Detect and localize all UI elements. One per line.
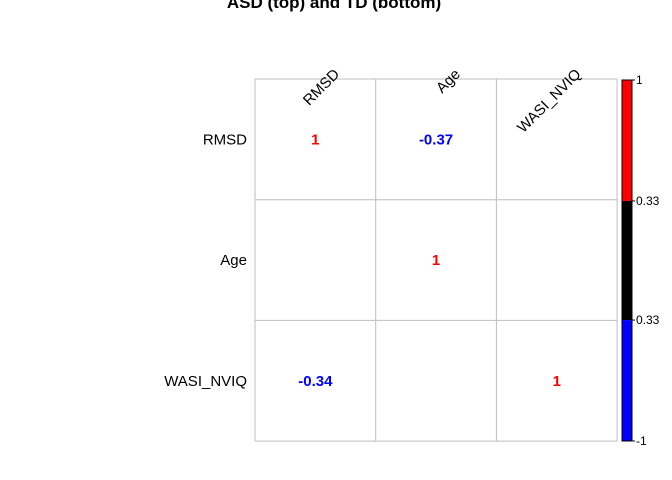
colorbar-segment (622, 80, 632, 201)
cell-value: 1 (432, 252, 440, 269)
column-label: RMSD (300, 66, 343, 109)
row-label: WASI_NVIQ (164, 373, 247, 390)
row-label: RMSD (203, 131, 247, 148)
column-label: WASI_NVIQ (514, 66, 585, 137)
matrix-cells: 1 -0.37 1 -0.34 1 (298, 131, 561, 389)
cell-value: -0.34 (298, 373, 333, 390)
colorbar-border (621, 79, 633, 442)
column-label: Age (433, 66, 464, 97)
column-labels: RMSD Age WASI_NVIQ (300, 66, 585, 137)
cell-value: 1 (553, 373, 561, 390)
colorbar-tick-label: 0.33 (636, 194, 660, 208)
chart-title: ASD (top) and TD (bottom) (227, 0, 441, 12)
colorbar-segment (622, 320, 632, 441)
row-label: Age (220, 252, 247, 269)
colorbar-tick-label: -1 (636, 434, 647, 448)
cell-value: 1 (311, 131, 319, 148)
matrix-grid (254, 78, 618, 442)
colorbar-segment (622, 200, 632, 321)
cell-value: -0.37 (419, 131, 453, 148)
color-legend: 1 0.33 0.33 -1 (621, 73, 660, 448)
row-labels: RMSD Age WASI_NVIQ (164, 131, 247, 389)
colorbar-tick-label: 0.33 (636, 313, 660, 327)
colorbar-tick-label: 1 (636, 73, 643, 87)
